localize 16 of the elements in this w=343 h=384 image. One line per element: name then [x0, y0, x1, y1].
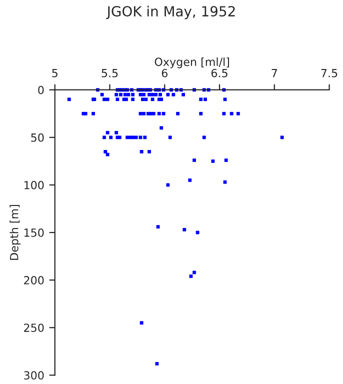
x-tick-label: 5	[52, 69, 58, 78]
x-tick-label: 6	[162, 68, 168, 78]
y-tick-label: 300	[24, 371, 44, 380]
y-tick-label: 100	[24, 180, 44, 190]
y-tick-label: 150	[24, 228, 44, 237]
x-axis-title: Oxygen [ml/l]	[154, 57, 230, 68]
chart-title: JGOK in May, 1952	[106, 6, 235, 20]
x-tick-label: 5.5	[102, 69, 118, 78]
y-tick-label: 250	[24, 324, 44, 332]
y-axis-title: Depth [m]	[10, 205, 20, 260]
x-tick-label: 7.5	[321, 69, 338, 78]
x-tick-label: 6.5	[211, 68, 228, 78]
y-tick-label: 0	[38, 86, 44, 94]
y-tick-label: 50	[31, 133, 44, 142]
y-tick-label: 200	[24, 276, 44, 284]
x-tick-label: 7	[272, 69, 277, 78]
